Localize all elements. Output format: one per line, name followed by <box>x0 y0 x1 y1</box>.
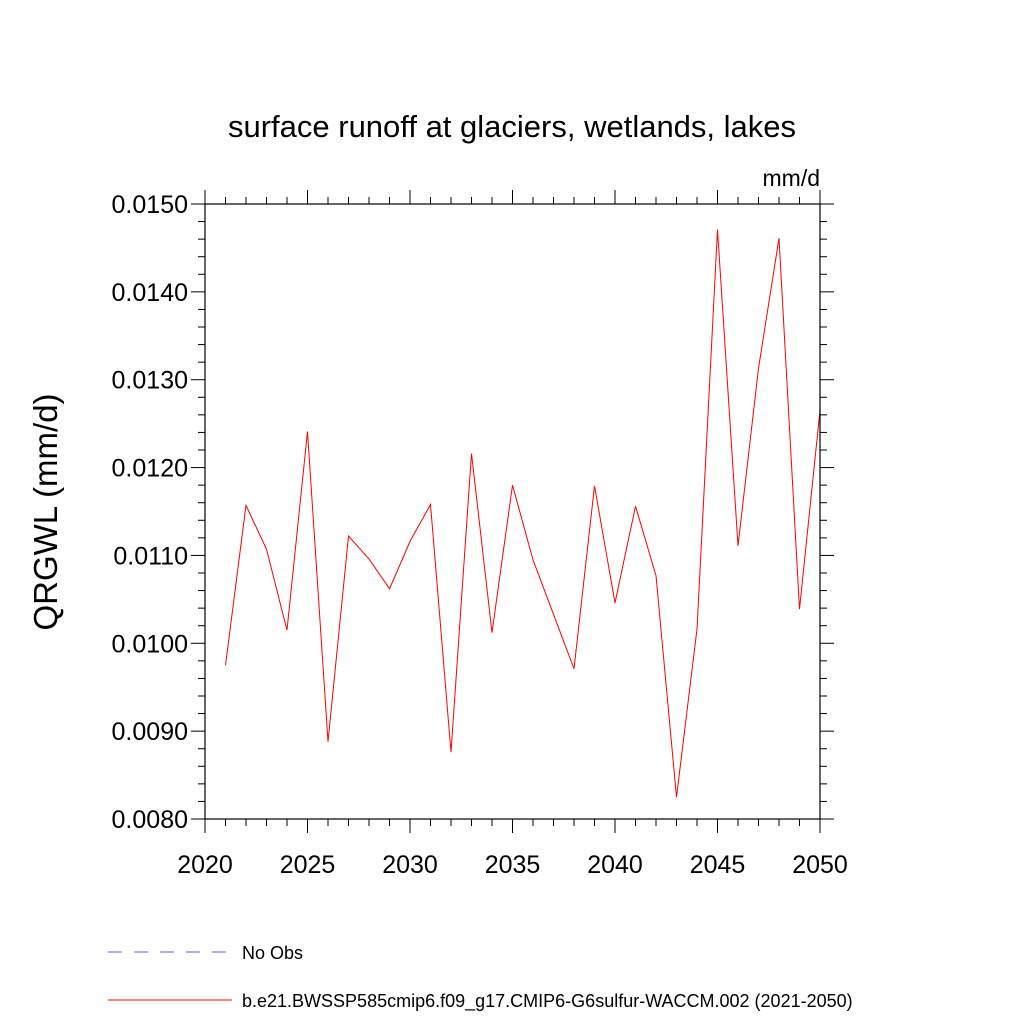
y-axis-label: QRGWL (mm/d) <box>27 393 64 630</box>
legend-label-no-obs: No Obs <box>242 943 303 963</box>
x-tick-label: 2050 <box>792 851 848 879</box>
chart-title: surface runoff at glaciers, wetlands, la… <box>228 109 796 144</box>
y-tick-label: 0.0080 <box>112 806 188 834</box>
x-tick-label: 2025 <box>280 851 336 879</box>
y-tick-label: 0.0100 <box>112 630 188 658</box>
axis-ticks <box>191 190 834 833</box>
legend-label-series: b.e21.BWSSP585cmip6.f09_g17.CMIP6-G6sulf… <box>242 991 853 1012</box>
plot-frame <box>204 203 821 820</box>
x-tick-label: 2020 <box>177 851 233 879</box>
y-tick-label: 0.0150 <box>112 191 188 219</box>
y-tick-label: 0.0090 <box>112 718 188 746</box>
x-tick-label: 2045 <box>690 851 746 879</box>
y-tick-label: 0.0130 <box>112 367 188 395</box>
series-layer <box>225 229 821 798</box>
axis-tick-labels: 2020 2025 2030 2035 2040 2045 2050 0.0080 0.0090… <box>112 191 848 879</box>
legend: No Obs b.e21.BWSSP585cmip6.f09_g17.CMIP6… <box>108 943 853 1012</box>
series-line <box>225 229 821 798</box>
x-tick-label: 2040 <box>587 851 643 879</box>
x-tick-label: 2035 <box>485 851 541 879</box>
y-tick-label: 0.0140 <box>112 279 188 307</box>
y-tick-label: 0.0110 <box>113 542 188 570</box>
x-tick-label: 2030 <box>382 851 438 879</box>
y-tick-label: 0.0120 <box>112 455 188 483</box>
units-label: mm/d <box>763 165 821 191</box>
